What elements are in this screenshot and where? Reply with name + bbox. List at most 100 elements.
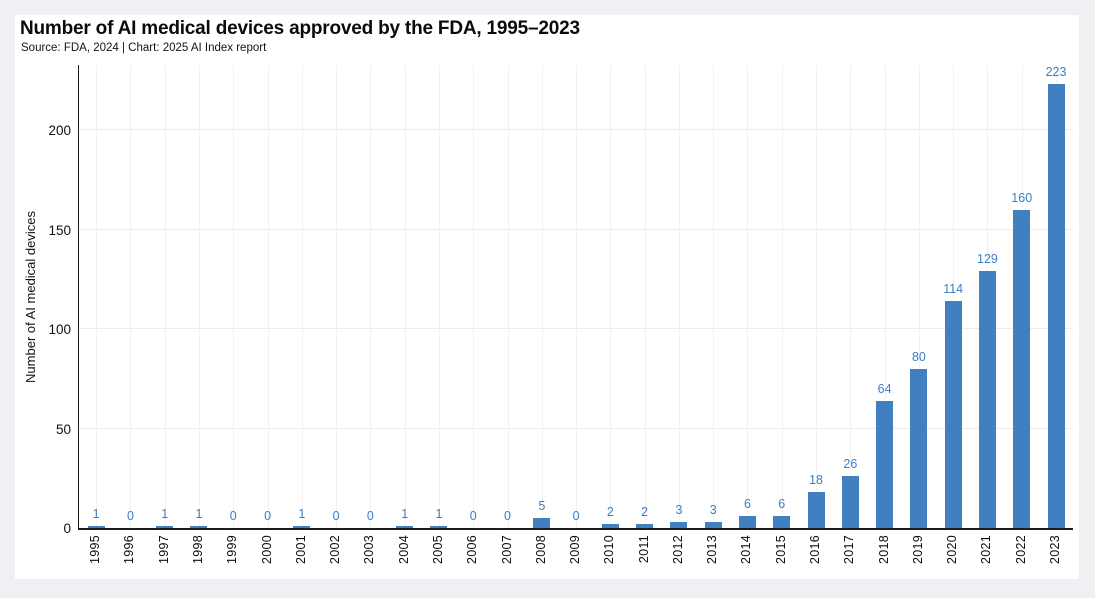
x-tick-label: 2016 <box>808 535 823 565</box>
x-tick-cell: 2002 <box>318 530 352 578</box>
bar <box>841 476 859 528</box>
grid-line-vertical <box>918 65 920 528</box>
bar-column: 5 <box>525 65 559 528</box>
grid-line-vertical <box>96 65 98 528</box>
x-tick-label: 2002 <box>328 535 343 565</box>
x-tick-label: 2004 <box>396 535 411 565</box>
bar <box>87 526 105 528</box>
bar-column: 160 <box>1005 65 1039 528</box>
x-tick-label: 1996 <box>122 535 137 565</box>
bar-column: 80 <box>902 65 936 528</box>
grid-line-vertical <box>370 65 372 528</box>
y-tick-label: 0 <box>63 521 71 536</box>
x-tick-cell: 2001 <box>284 530 318 578</box>
y-axis-ticks: 0 50 100 150 200 <box>15 65 71 536</box>
bar-value-label: 0 <box>332 509 340 523</box>
x-tick-label: 1999 <box>225 535 240 565</box>
y-tick-label: 50 <box>55 421 71 437</box>
x-tick-label: 2008 <box>533 535 548 565</box>
bar-value-label: 18 <box>809 473 823 488</box>
bar <box>636 524 654 528</box>
bar <box>773 516 791 528</box>
x-tick-cell: 2018 <box>866 530 900 578</box>
x-tick-label: 1995 <box>88 535 103 565</box>
bar <box>704 522 722 528</box>
grid-line-vertical <box>301 65 303 528</box>
bar <box>601 524 619 528</box>
x-tick-cell: 2014 <box>729 530 763 578</box>
x-tick-label: 2006 <box>465 535 480 565</box>
grid-line-vertical <box>404 65 406 528</box>
bar-column: 2 <box>628 65 662 528</box>
bar-value-label: 0 <box>469 509 477 523</box>
grid-line-vertical <box>610 65 612 528</box>
bar-column: 0 <box>559 65 593 528</box>
x-tick-cell: 2022 <box>1004 530 1038 578</box>
bar-value-label: 1 <box>195 507 203 522</box>
bar-column: 1 <box>285 65 319 528</box>
bar <box>190 526 208 528</box>
x-tick-cell: 2003 <box>352 530 386 578</box>
bar-value-label: 1 <box>92 507 100 522</box>
bar-column: 1 <box>79 65 113 528</box>
bar-column: 0 <box>456 65 490 528</box>
bar-value-label: 1 <box>401 507 409 522</box>
x-axis-labels: 1995 1996 1997 1998 1999 2000 2001 2002 2003 2004… <box>78 530 1072 578</box>
y-tick-label: 150 <box>48 222 71 238</box>
bar-value-label: 26 <box>843 457 858 472</box>
chart-subtitle: Source: FDA, 2024 | Chart: 2025 AI Index… <box>21 42 267 54</box>
bar-column: 0 <box>216 65 250 528</box>
bar <box>430 526 448 528</box>
bar-value-label: 1 <box>298 507 306 522</box>
bar-column: 223 <box>1039 65 1073 528</box>
bar-value-label: 5 <box>538 499 546 514</box>
bar-value-label: 3 <box>709 503 717 518</box>
grid-line-vertical <box>233 65 235 528</box>
grid-line-vertical <box>576 65 578 528</box>
x-tick-label: 2017 <box>842 535 857 565</box>
x-tick-cell: 2016 <box>798 530 832 578</box>
x-tick-label: 2003 <box>362 535 377 565</box>
x-tick-label: 2013 <box>705 535 720 565</box>
x-tick-label: 2009 <box>568 535 583 565</box>
grid-line-vertical <box>884 65 886 528</box>
bar <box>1047 84 1065 528</box>
bar-column: 6 <box>765 65 799 528</box>
bar-value-label: 160 <box>1011 190 1033 205</box>
grid-line-vertical <box>438 65 440 528</box>
plot-area: 1 0 1 1 0 0 1 0 0 1 1 0 0 5 0 2 2 3 3 6 6 18 26 64 80 114 129 160 22… <box>78 65 1073 530</box>
x-tick-cell: 2023 <box>1038 530 1072 578</box>
x-tick-label: 2020 <box>945 535 960 565</box>
x-tick-cell: 1999 <box>215 530 249 578</box>
bar-value-label: 3 <box>675 503 683 518</box>
bar-column: 18 <box>799 65 833 528</box>
bar-column: 1 <box>388 65 422 528</box>
grid-line-horizontal <box>79 129 1073 130</box>
x-tick-cell: 2017 <box>832 530 866 578</box>
bar <box>533 518 551 528</box>
grid-line-horizontal <box>79 228 1073 230</box>
x-tick-cell: 2007 <box>489 530 523 578</box>
grid-line-vertical <box>850 65 852 528</box>
bar <box>156 526 174 528</box>
grid-line-vertical <box>644 65 646 528</box>
bar <box>1013 209 1031 528</box>
x-tick-cell: 2011 <box>627 530 661 578</box>
bar-column: 114 <box>936 65 970 528</box>
x-tick-cell: 2012 <box>661 530 695 578</box>
grid-line-vertical <box>953 65 955 528</box>
x-tick-cell: 1998 <box>181 530 215 578</box>
x-tick-label: 2014 <box>739 535 754 565</box>
bar-column: 3 <box>696 65 730 528</box>
bar-column: 6 <box>730 65 764 528</box>
x-tick-cell: 1997 <box>147 530 181 578</box>
grid-line-vertical <box>473 65 475 528</box>
grid-line-vertical <box>130 65 132 528</box>
bar-value-label: 0 <box>366 509 374 523</box>
x-tick-cell: 2019 <box>901 530 935 578</box>
y-tick-label: 100 <box>48 322 71 337</box>
x-tick-label: 1998 <box>190 535 205 565</box>
x-tick-label: 2021 <box>979 535 994 565</box>
x-tick-cell: 1996 <box>112 530 146 578</box>
bar-value-label: 0 <box>229 509 237 523</box>
